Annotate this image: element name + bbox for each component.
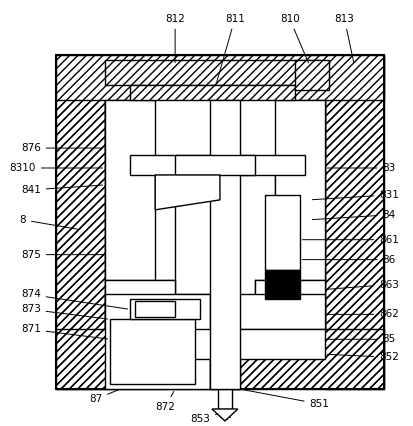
Bar bbox=[105, 279, 131, 329]
Text: 813: 813 bbox=[335, 14, 354, 63]
Bar bbox=[105, 100, 131, 279]
Text: 852: 852 bbox=[327, 352, 399, 362]
Bar bbox=[299, 100, 325, 279]
Bar bbox=[131, 155, 305, 175]
Bar bbox=[105, 279, 175, 329]
Bar bbox=[105, 100, 155, 279]
Bar bbox=[105, 100, 325, 155]
Bar bbox=[135, 302, 175, 317]
Text: 831: 831 bbox=[312, 190, 399, 200]
Bar bbox=[175, 155, 255, 175]
Polygon shape bbox=[212, 409, 238, 421]
Bar bbox=[110, 320, 195, 384]
Text: 8: 8 bbox=[19, 215, 78, 229]
Bar bbox=[56, 329, 384, 389]
Bar bbox=[265, 195, 299, 270]
Bar bbox=[131, 299, 200, 320]
Bar bbox=[105, 60, 320, 85]
Text: 85: 85 bbox=[327, 334, 396, 344]
Bar bbox=[210, 359, 240, 389]
Text: 862: 862 bbox=[327, 309, 399, 320]
Bar bbox=[210, 100, 240, 389]
Text: 873: 873 bbox=[21, 305, 108, 319]
Text: 853: 853 bbox=[190, 414, 218, 424]
Text: 811: 811 bbox=[216, 14, 245, 86]
Bar bbox=[175, 294, 325, 329]
Text: 875: 875 bbox=[21, 250, 103, 259]
Text: 84: 84 bbox=[312, 210, 396, 220]
Bar bbox=[175, 329, 325, 359]
Bar bbox=[218, 389, 232, 409]
Bar bbox=[294, 60, 330, 90]
Text: 861: 861 bbox=[302, 235, 399, 245]
Bar bbox=[265, 270, 299, 299]
Bar bbox=[131, 85, 294, 100]
Bar bbox=[131, 85, 294, 100]
Bar bbox=[325, 55, 384, 389]
Text: 810: 810 bbox=[280, 14, 309, 63]
Bar bbox=[105, 60, 320, 85]
Text: 871: 871 bbox=[21, 324, 108, 339]
Bar bbox=[56, 55, 105, 389]
Bar bbox=[131, 100, 294, 155]
Text: 876: 876 bbox=[21, 143, 103, 153]
Bar bbox=[56, 55, 384, 389]
Bar bbox=[105, 55, 325, 329]
Text: 851: 851 bbox=[242, 390, 330, 409]
Bar bbox=[56, 329, 384, 389]
Bar bbox=[299, 279, 325, 329]
Bar bbox=[255, 279, 325, 329]
Bar bbox=[294, 60, 330, 90]
Polygon shape bbox=[155, 175, 220, 210]
Bar bbox=[56, 55, 384, 100]
Bar bbox=[56, 55, 105, 389]
Text: 812: 812 bbox=[165, 14, 185, 63]
Text: 874: 874 bbox=[21, 290, 128, 309]
Bar bbox=[56, 55, 384, 100]
Text: 83: 83 bbox=[327, 163, 396, 173]
Text: 841: 841 bbox=[21, 185, 103, 195]
Text: 87: 87 bbox=[89, 390, 118, 404]
Text: 872: 872 bbox=[155, 391, 175, 412]
Text: 863: 863 bbox=[327, 279, 399, 290]
Bar bbox=[275, 100, 325, 279]
Bar bbox=[325, 55, 384, 389]
Bar bbox=[105, 294, 210, 389]
Text: 86: 86 bbox=[302, 255, 396, 265]
Text: 8310: 8310 bbox=[9, 163, 103, 173]
